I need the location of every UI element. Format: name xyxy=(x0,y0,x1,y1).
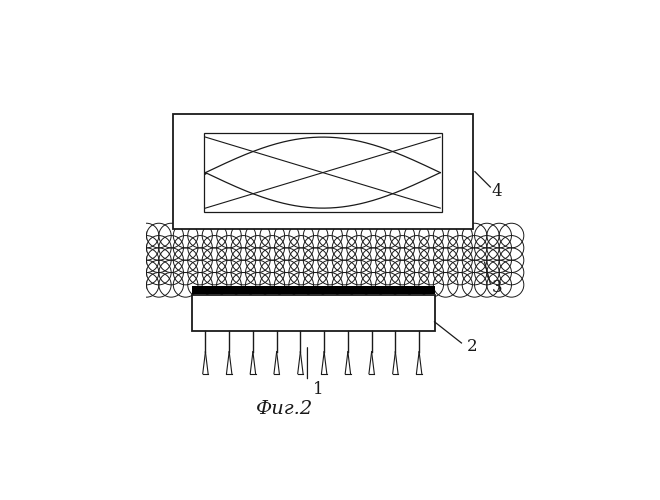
Bar xyxy=(203,133,442,212)
Bar xyxy=(173,114,473,230)
Bar xyxy=(192,295,434,332)
Text: Фиг.2: Фиг.2 xyxy=(255,400,313,418)
Text: 1: 1 xyxy=(314,380,324,398)
Text: 2: 2 xyxy=(467,338,478,355)
Text: 3: 3 xyxy=(492,280,502,296)
Bar xyxy=(192,286,434,294)
Text: 4: 4 xyxy=(492,183,502,200)
